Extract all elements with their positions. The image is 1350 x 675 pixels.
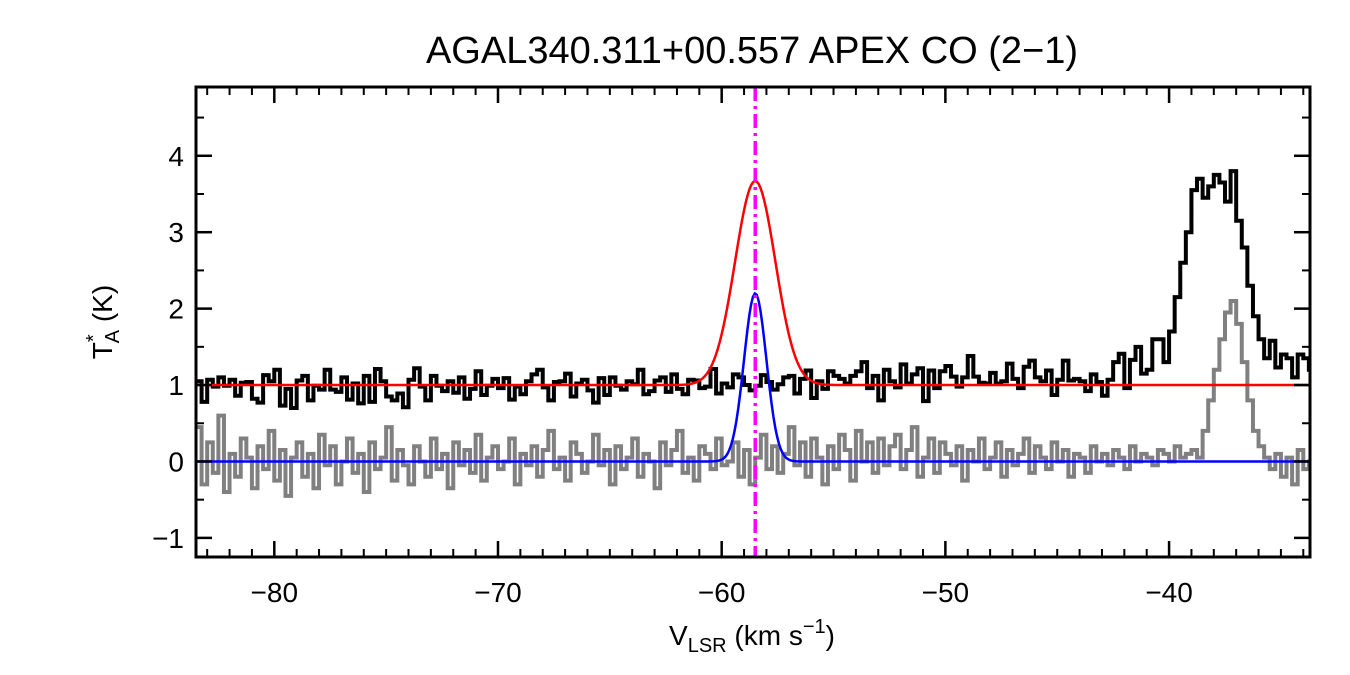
x-axis-label: VLSR (km s−1)	[669, 616, 835, 657]
x-tick-label: −60	[698, 577, 746, 608]
y-axis-label-sub: A	[102, 329, 124, 343]
x-axis-label-main: V	[669, 620, 688, 651]
x-axis-label-exp: −1	[803, 616, 826, 638]
y-tick-label: 3	[168, 217, 184, 248]
x-tick-label: −40	[1145, 577, 1193, 608]
y-axis-label-sup: *	[83, 334, 105, 342]
series-line-2	[196, 179, 1310, 387]
x-axis-label-close: )	[826, 620, 835, 651]
tick-labels-layer: −80 −70 −60 −50 −40 −1 0 1 2 3 4	[152, 141, 1193, 608]
y-axis-label: T*A (K)	[83, 285, 124, 359]
y-tick-label: −1	[152, 523, 184, 554]
x-tick-label: −50	[922, 577, 970, 608]
series-line-0	[196, 169, 1310, 410]
y-tick-label: 0	[168, 446, 184, 477]
y-axis-label-main: T	[87, 342, 118, 359]
y-tick-label: 2	[168, 294, 184, 325]
plot-frame	[194, 85, 1312, 559]
x-axis-label-unit: (km s	[727, 620, 803, 651]
y-axis-label-unit: (K)	[87, 285, 118, 330]
x-tick-label: −70	[474, 577, 522, 608]
series-line-3	[196, 291, 1310, 463]
y-tick-label: 4	[168, 141, 184, 172]
series-layer	[196, 87, 1310, 557]
y-tick-label: 1	[168, 370, 184, 401]
x-axis-label-sub: LSR	[688, 635, 727, 657]
chart-title: AGAL340.311+00.557 APEX CO (2−1)	[426, 30, 1078, 72]
x-tick-label: −80	[251, 577, 299, 608]
